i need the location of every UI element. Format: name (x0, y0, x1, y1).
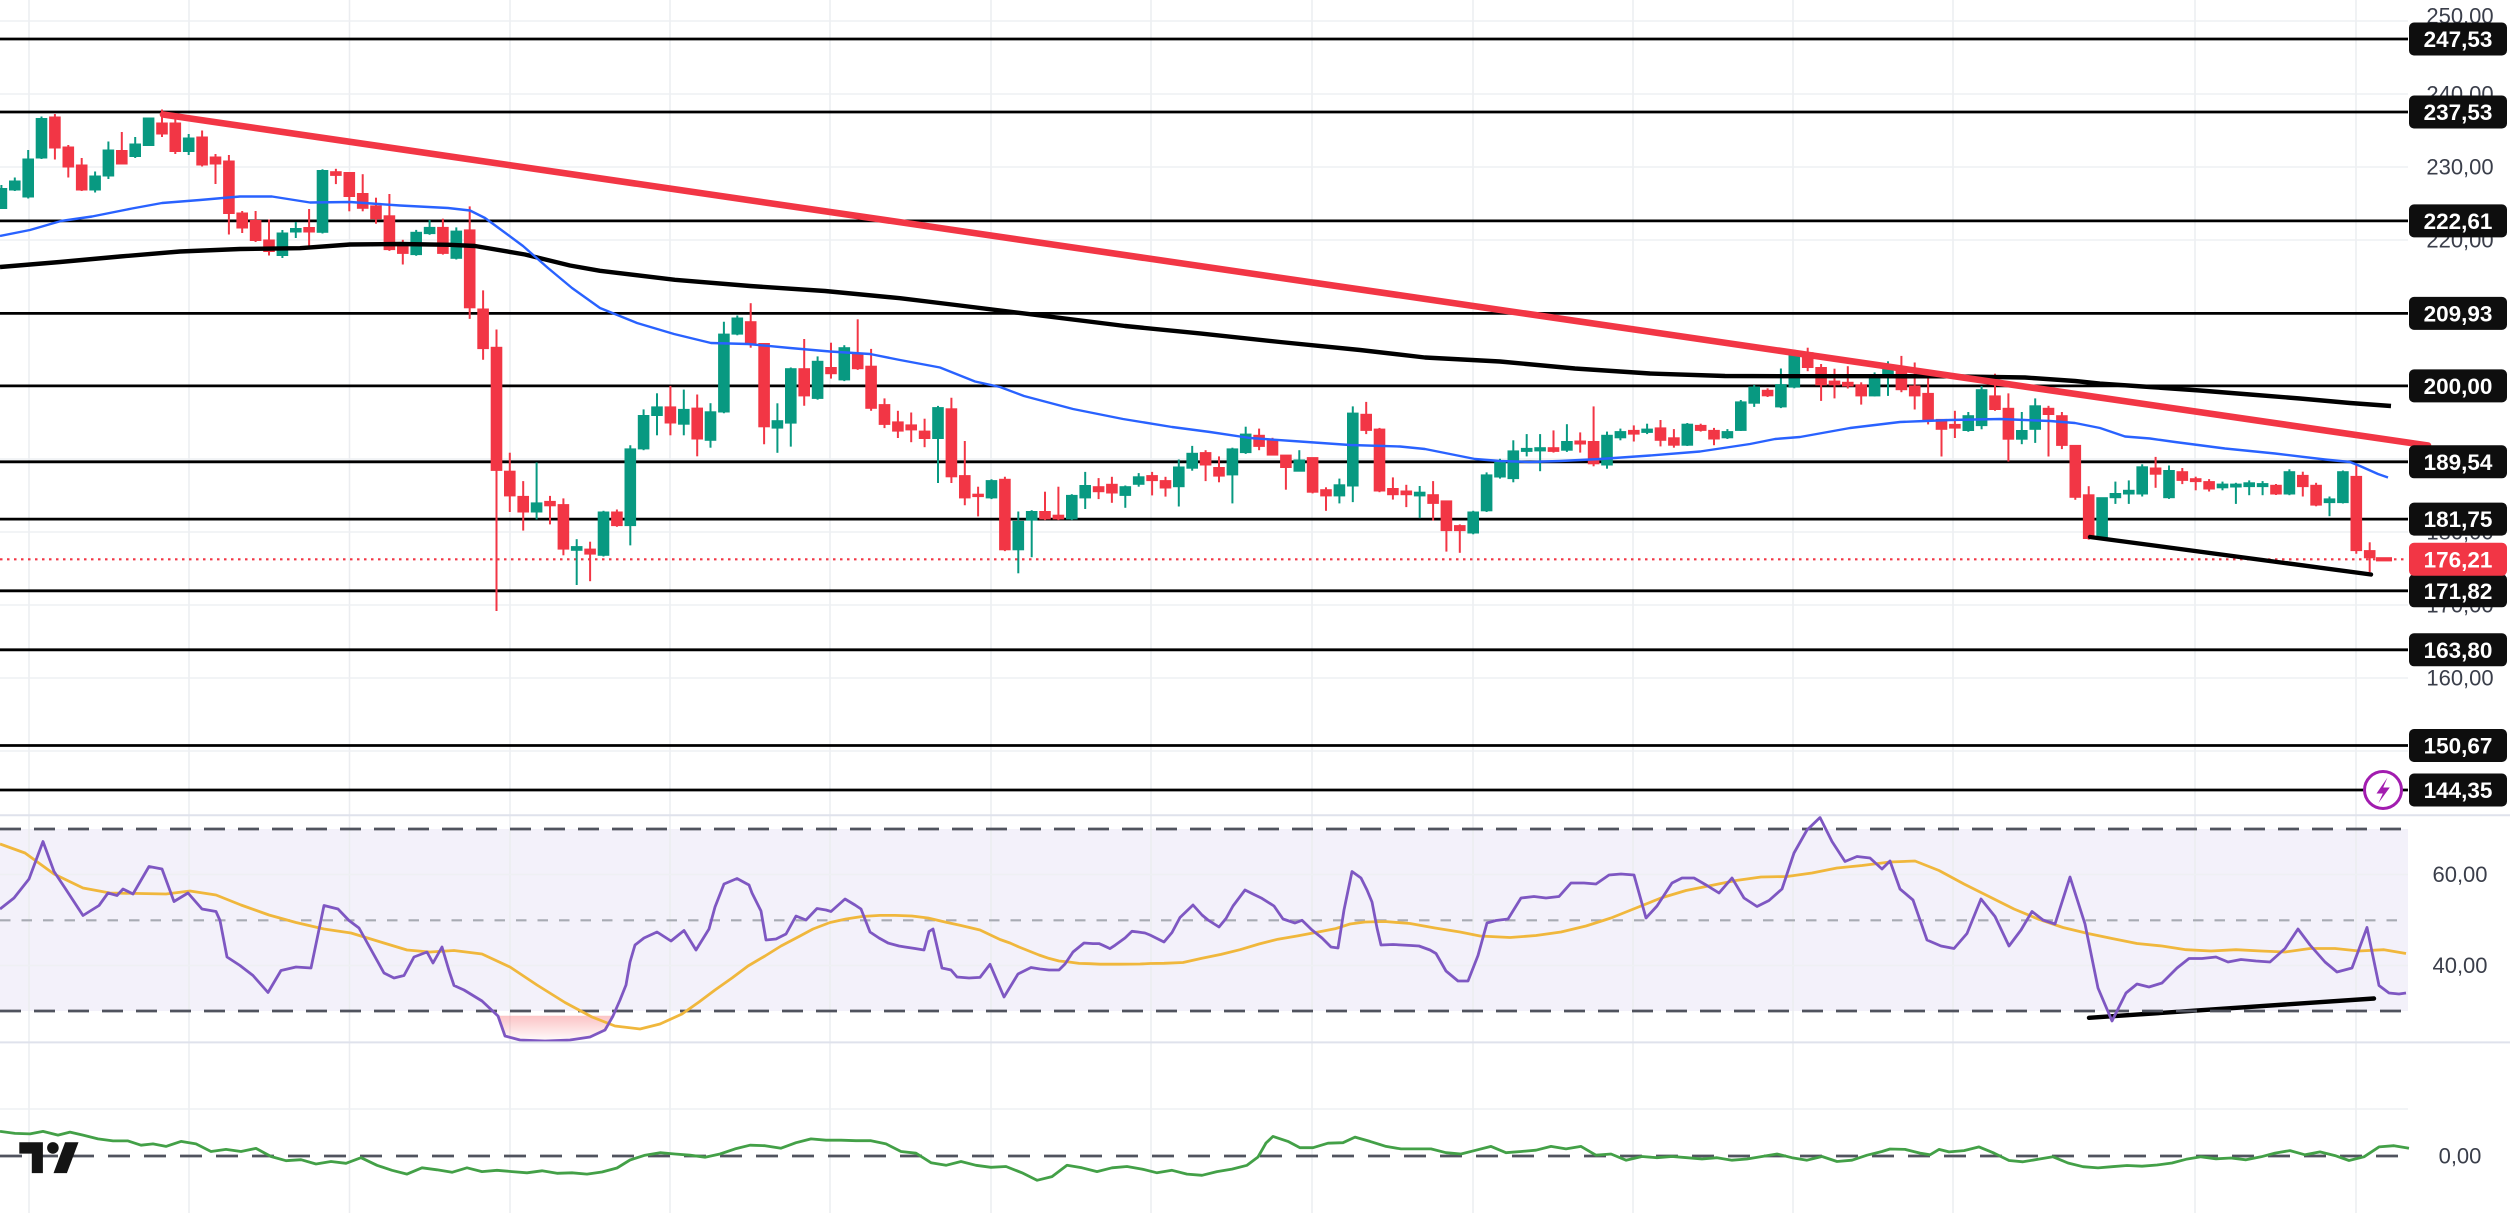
svg-text:144,35: 144,35 (2424, 778, 2493, 803)
svg-text:237,53: 237,53 (2424, 100, 2493, 125)
svg-text:163,80: 163,80 (2424, 638, 2493, 663)
svg-text:230,00: 230,00 (2426, 155, 2493, 180)
svg-text:171,82: 171,82 (2424, 579, 2493, 604)
svg-text:189,54: 189,54 (2424, 450, 2493, 475)
svg-text:176,21: 176,21 (2424, 547, 2493, 572)
svg-text:222,61: 222,61 (2424, 209, 2493, 234)
svg-text:209,93: 209,93 (2424, 301, 2493, 326)
svg-text:247,53: 247,53 (2424, 27, 2493, 52)
svg-text:160,00: 160,00 (2426, 666, 2493, 691)
svg-text:181,75: 181,75 (2424, 507, 2493, 532)
svg-text:60,00: 60,00 (2432, 862, 2487, 887)
svg-text:150,67: 150,67 (2424, 734, 2493, 759)
svg-text:0,00: 0,00 (2439, 1144, 2482, 1169)
svg-text:40,00: 40,00 (2432, 953, 2487, 978)
svg-text:200,00: 200,00 (2424, 374, 2493, 399)
